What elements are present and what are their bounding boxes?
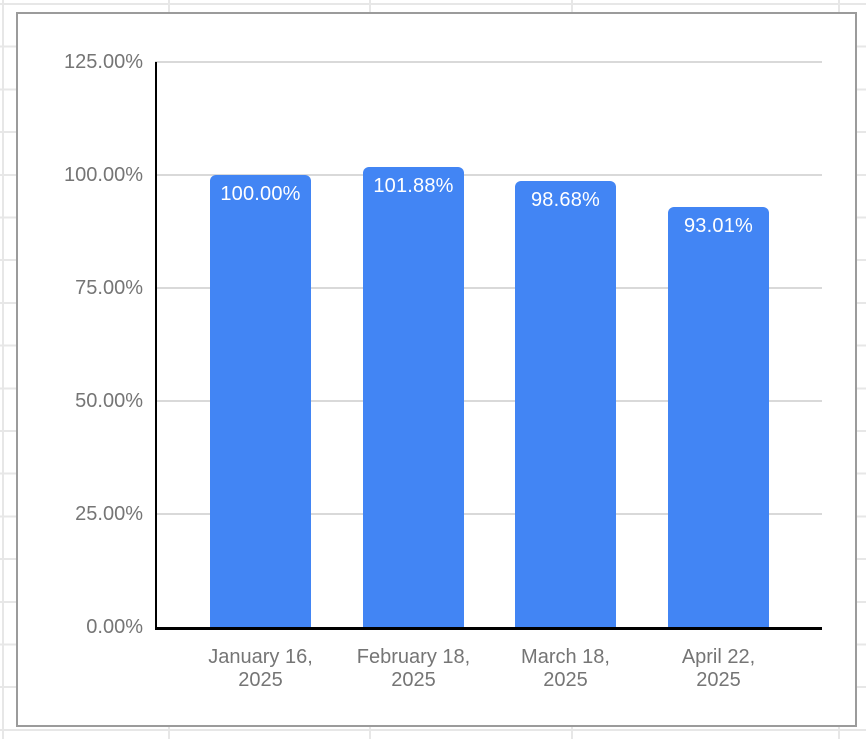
x-axis-category-line: February 18, <box>356 646 471 668</box>
x-axis-category-line: 2025 <box>391 669 436 691</box>
gridline <box>155 174 822 176</box>
bar[interactable]: 93.01% <box>668 206 769 627</box>
x-axis-category-label: April 22, 2025 <box>639 646 799 692</box>
y-axis-line <box>155 62 157 630</box>
bar-value-label: 101.88% <box>373 174 454 197</box>
x-axis-category-line: January 16, <box>208 646 313 668</box>
bar[interactable]: 98.68% <box>515 180 616 627</box>
y-axis-tick-label: 75.00% <box>75 277 143 299</box>
y-axis-tick-label: 125.00% <box>64 51 143 73</box>
spreadsheet-column-gridline <box>2 0 4 739</box>
bar[interactable]: 100.00% <box>210 175 311 627</box>
x-axis-category-label: March 18, 2025 <box>486 646 646 692</box>
chart-plot-area: 125.00% 100.00% 75.00% 50.00% 25.00% 0.00% 100… <box>18 14 855 725</box>
gridline <box>155 61 822 63</box>
gridline <box>155 287 822 289</box>
bar-value-label: 98.68% <box>530 188 601 211</box>
y-axis-tick-label: 50.00% <box>75 390 143 412</box>
bar-value-label: 100.00% <box>220 183 301 205</box>
y-axis-tick-label: 0.00% <box>86 616 143 638</box>
gridline <box>155 513 822 515</box>
bar-value-label: 93.01% <box>683 214 754 237</box>
x-axis-category-line: March 18, <box>521 646 610 668</box>
x-axis-category-line: 2025 <box>238 669 283 691</box>
x-axis-category-label: January 16, 2025 <box>181 646 341 692</box>
x-axis-category-line: April 22, <box>681 646 756 668</box>
bar[interactable]: 101.88% <box>363 166 464 627</box>
embedded-chart-card[interactable]: 125.00% 100.00% 75.00% 50.00% 25.00% 0.00% 100… <box>16 12 857 727</box>
y-axis-tick-label: 25.00% <box>75 503 143 525</box>
x-axis-category-label: February 18, 2025 <box>334 646 494 692</box>
x-axis-category-line: 2025 <box>696 669 741 691</box>
y-axis-tick-label: 100.00% <box>64 164 143 186</box>
gridline <box>155 400 822 402</box>
x-axis-line <box>155 627 822 630</box>
x-axis-category-line: 2025 <box>543 669 588 691</box>
